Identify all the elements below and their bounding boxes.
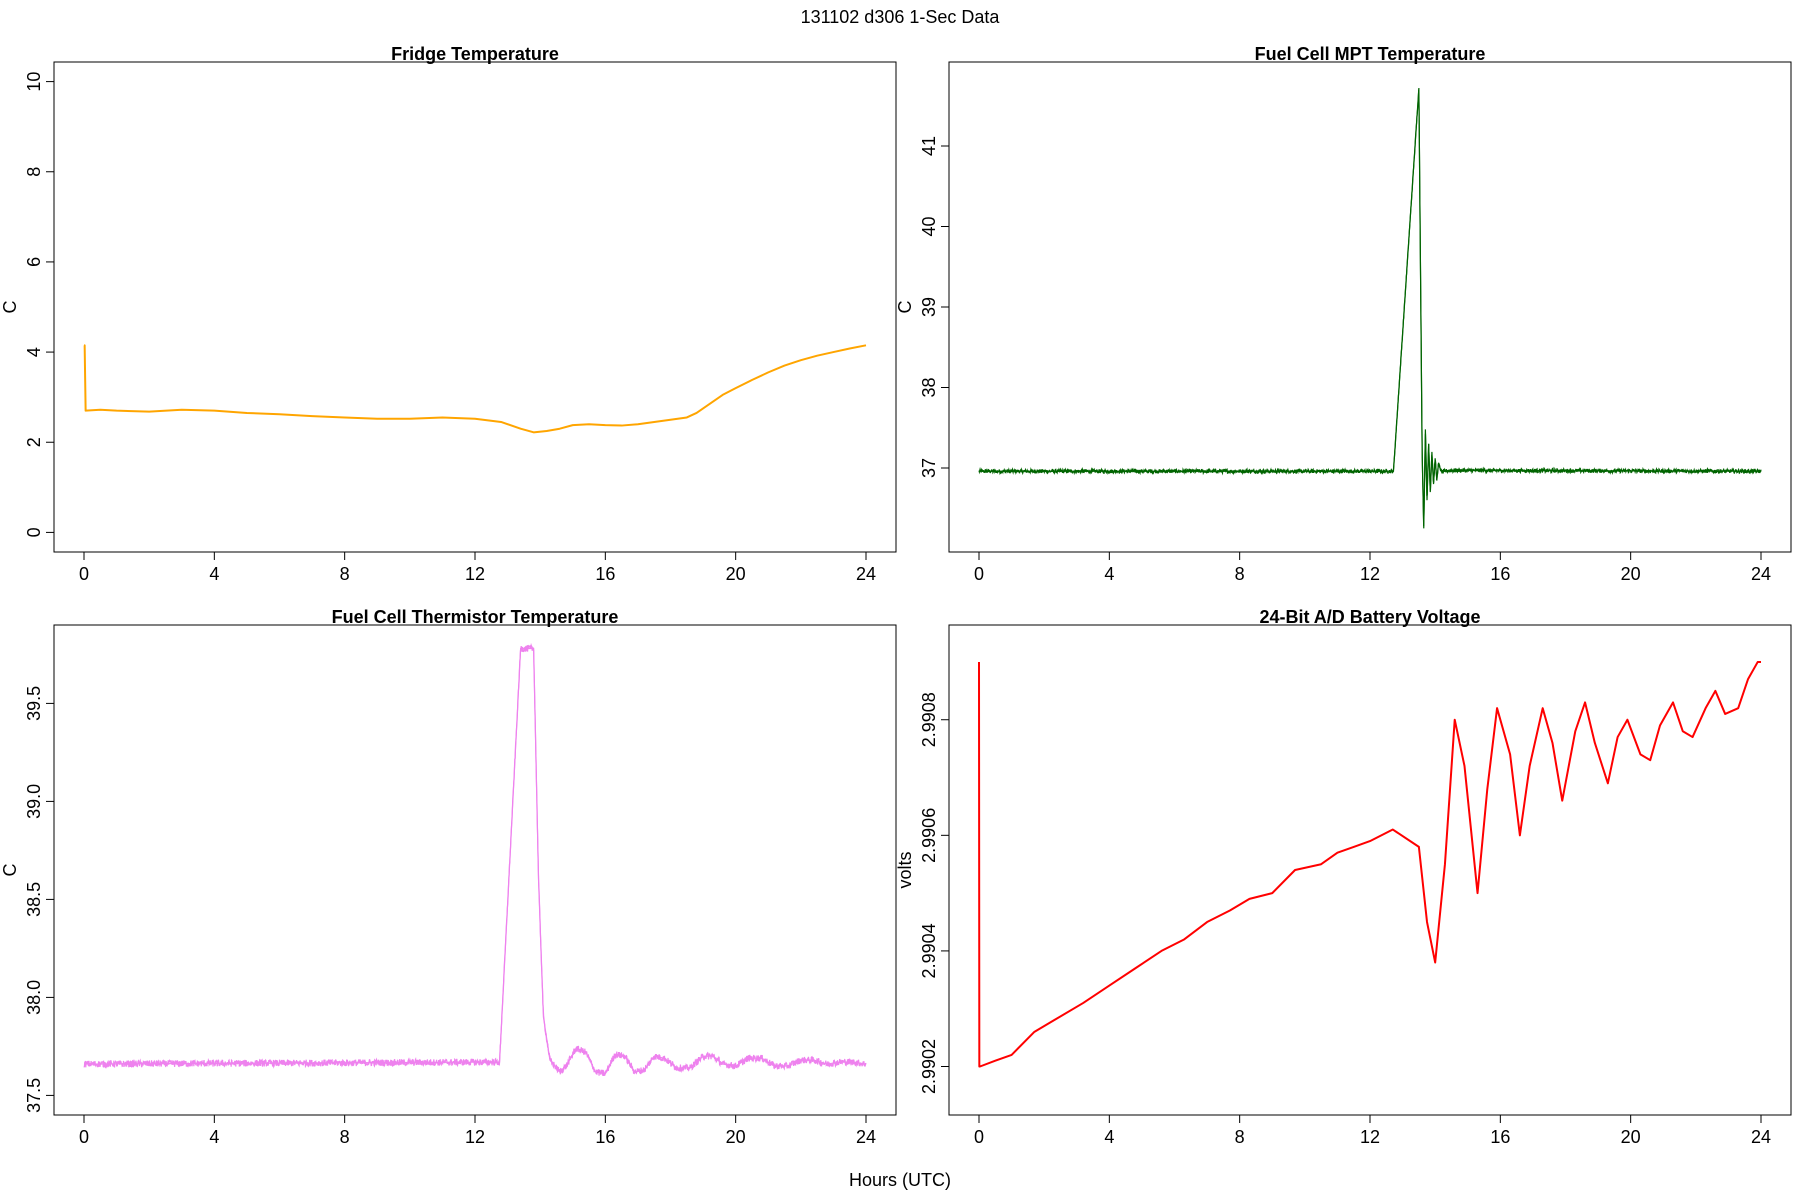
panel-4-y-tick-label: 2.9902 [919, 1039, 939, 1094]
panel-1-x-tick-label: 8 [340, 564, 350, 584]
panel-3-x-tick-label: 12 [465, 1127, 485, 1147]
panel-4-series-line [978, 660, 1761, 1068]
panel-2-y-tick-label: 39 [919, 297, 939, 317]
panel-4-y-tick-label: 2.9908 [919, 692, 939, 747]
panel-2-x-tick-label: 24 [1751, 564, 1771, 584]
panel-2-x-tick-label: 8 [1235, 564, 1245, 584]
panel-4-title: 24-Bit A/D Battery Voltage [1259, 607, 1480, 627]
panel-3-series-line [83, 647, 867, 1075]
panel-1-x-tick-label: 12 [465, 564, 485, 584]
panel-1-x-tick-label: 24 [856, 564, 876, 584]
panel-2-title: Fuel Cell MPT Temperature [1255, 44, 1486, 64]
panel-2-y-tick-label: 40 [919, 216, 939, 236]
panel-1-plot-frame [53, 61, 897, 553]
panel-1-y-axis-label: C [0, 301, 20, 314]
panel-4-x-tick-label: 20 [1621, 1127, 1641, 1147]
panel-1-series-line [83, 344, 867, 434]
panel-1-y-tick-label: 4 [24, 347, 44, 357]
panel-3-y-tick-label: 39.0 [24, 784, 44, 819]
panel-2-y-tick-label: 41 [919, 136, 939, 156]
panel-2-plot-frame [948, 61, 1792, 553]
panel-1-y-tick-label: 8 [24, 167, 44, 177]
figure-title: 131102 d306 1-Sec Data [801, 7, 1001, 27]
panel-2-x-tick-label: 12 [1360, 564, 1380, 584]
panel-1-x-tick-label: 0 [79, 564, 89, 584]
panel-1-x-tick-label: 16 [595, 564, 615, 584]
panel-3-x-tick-label: 20 [726, 1127, 746, 1147]
panel-4-x-tick-label: 16 [1490, 1127, 1510, 1147]
panel-4-x-tick-label: 4 [1104, 1127, 1114, 1147]
panel-2-series-noise-band [978, 89, 1762, 527]
panel-1-x-tick-label: 4 [209, 564, 219, 584]
panel-2-y-axis-label: C [895, 301, 915, 314]
panel-3-y-tick-label: 38.5 [24, 882, 44, 917]
panel-4-y-axis-label: volts [895, 851, 915, 888]
panel-2-y-tick-label: 37 [919, 458, 939, 478]
panel-2-y-tick-label: 38 [919, 377, 939, 397]
panel-3-x-tick-label: 16 [595, 1127, 615, 1147]
panel-3-x-tick-label: 0 [79, 1127, 89, 1147]
panel-2-x-tick-label: 0 [974, 564, 984, 584]
panel-1-y-tick-label: 2 [24, 437, 44, 447]
panel-2-x-tick-label: 4 [1104, 564, 1114, 584]
figure-xlabel: Hours (UTC) [849, 1170, 951, 1190]
panel-3-y-axis-label: C [0, 864, 20, 877]
panel-3-y-tick-label: 39.5 [24, 686, 44, 721]
panel-3-y-tick-label: 38.0 [24, 980, 44, 1015]
panel-1-x-tick-label: 20 [726, 564, 746, 584]
panel-4-y-tick-label: 2.9906 [919, 808, 939, 863]
panel-1-y-tick-label: 0 [24, 527, 44, 537]
panel-2-x-tick-label: 20 [1621, 564, 1641, 584]
panel-2-fuel-cell-mpt-temperature: Fuel Cell MPT Temperature 0 4 8 12 16 20 24 37 38… [895, 44, 1792, 584]
panel-4-x-tick-label: 24 [1751, 1127, 1771, 1147]
panel-1-y-tick-label: 6 [24, 257, 44, 267]
panel-4-24-bit-a-d-battery-voltage: 24-Bit A/D Battery Voltage 0 4 8 12 16 20 24 2.9… [895, 607, 1792, 1147]
panel-4-x-tick-label: 8 [1235, 1127, 1245, 1147]
panel-4-y-tick-label: 2.9904 [919, 923, 939, 978]
panel-3-x-tick-label: 4 [209, 1127, 219, 1147]
panel-4-x-tick-label: 12 [1360, 1127, 1380, 1147]
panel-3-fuel-cell-thermistor-temperature: Fuel Cell Thermistor Temperature 0 4 8 12 16 2… [0, 607, 897, 1147]
panel-4-plot-frame [948, 624, 1792, 1116]
panel-3-series-noise-band [83, 642, 867, 1076]
panel-3-title: Fuel Cell Thermistor Temperature [332, 607, 619, 627]
panel-2-series-line [979, 88, 1762, 529]
panel-1-y-tick-label: 10 [24, 72, 44, 92]
panel-2-x-tick-label: 16 [1490, 564, 1510, 584]
panel-1-title: Fridge Temperature [391, 44, 559, 64]
panel-3-x-tick-label: 24 [856, 1127, 876, 1147]
panel-3-y-tick-label: 37.5 [24, 1078, 44, 1113]
panel-3-x-tick-label: 8 [340, 1127, 350, 1147]
panel-4-x-tick-label: 0 [974, 1127, 984, 1147]
panel-3-plot-frame [53, 624, 897, 1116]
